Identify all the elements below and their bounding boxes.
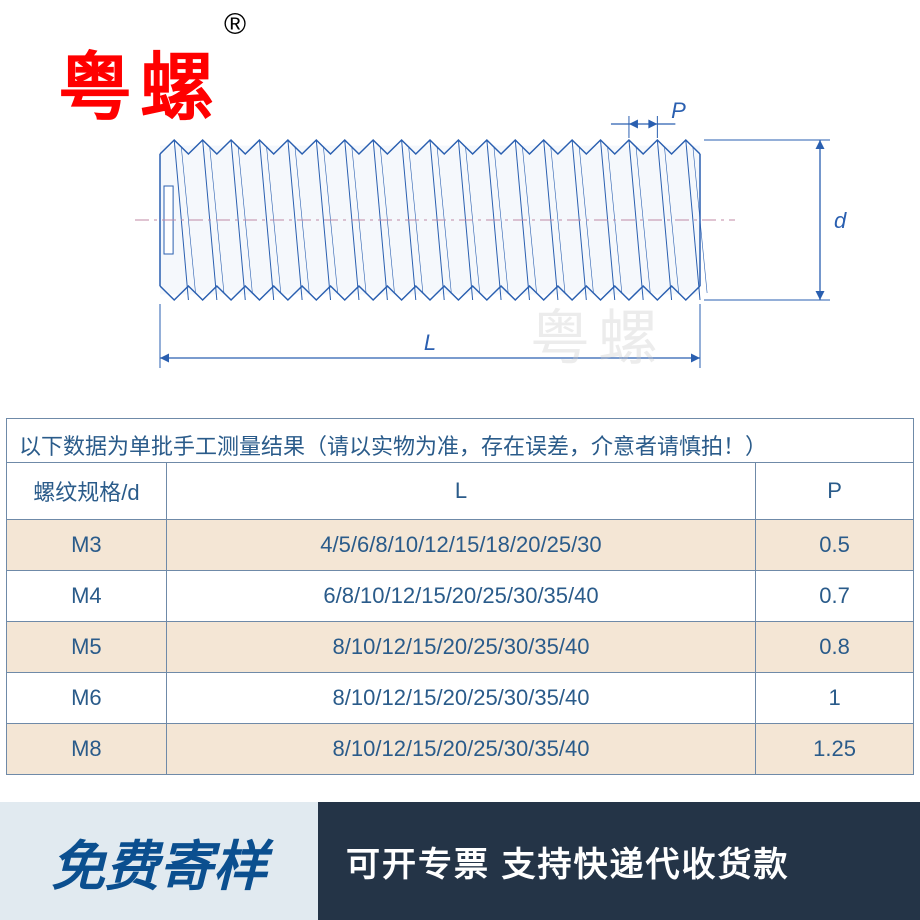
spec-table: 螺纹规格/d L P M34/5/6/8/10/12/15/18/20/25/3… <box>6 462 914 775</box>
cell-L: 8/10/12/15/20/25/30/35/40 <box>166 673 755 724</box>
cell-L: 8/10/12/15/20/25/30/35/40 <box>166 622 755 673</box>
screw-diagram: Ld P <box>130 100 880 400</box>
col-header-L: L <box>166 463 755 520</box>
col-header-P: P <box>756 463 914 520</box>
cell-L: 6/8/10/12/15/20/25/30/35/40 <box>166 571 755 622</box>
svg-text:d: d <box>834 208 847 233</box>
registered-mark: ® <box>224 8 246 42</box>
cell-d: M4 <box>7 571 167 622</box>
svg-text:P: P <box>671 100 686 123</box>
cell-d: M5 <box>7 622 167 673</box>
footer-left: 免费寄样 <box>0 802 318 920</box>
table-row: M58/10/12/15/20/25/30/35/400.8 <box>7 622 914 673</box>
cell-d: M3 <box>7 520 167 571</box>
cell-P: 1.25 <box>756 724 914 775</box>
cell-P: 0.5 <box>756 520 914 571</box>
cell-P: 1 <box>756 673 914 724</box>
cell-P: 0.7 <box>756 571 914 622</box>
cell-d: M6 <box>7 673 167 724</box>
cell-L: 8/10/12/15/20/25/30/35/40 <box>166 724 755 775</box>
cell-L: 4/5/6/8/10/12/15/18/20/25/30 <box>166 520 755 571</box>
col-header-d: 螺纹规格/d <box>7 463 167 520</box>
table-row: M88/10/12/15/20/25/30/35/401.25 <box>7 724 914 775</box>
footer-right: 可开专票 支持快递代收货款 <box>318 802 920 920</box>
cell-P: 0.8 <box>756 622 914 673</box>
cell-d: M8 <box>7 724 167 775</box>
table-header-row: 螺纹规格/d L P <box>7 463 914 520</box>
table-row: M46/8/10/12/15/20/25/30/35/400.7 <box>7 571 914 622</box>
screw-svg: Ld P <box>130 100 880 400</box>
table-row: M34/5/6/8/10/12/15/18/20/25/300.5 <box>7 520 914 571</box>
table-row: M68/10/12/15/20/25/30/35/401 <box>7 673 914 724</box>
footer-banner: 免费寄样 可开专票 支持快递代收货款 <box>0 802 920 920</box>
svg-text:L: L <box>424 330 436 355</box>
